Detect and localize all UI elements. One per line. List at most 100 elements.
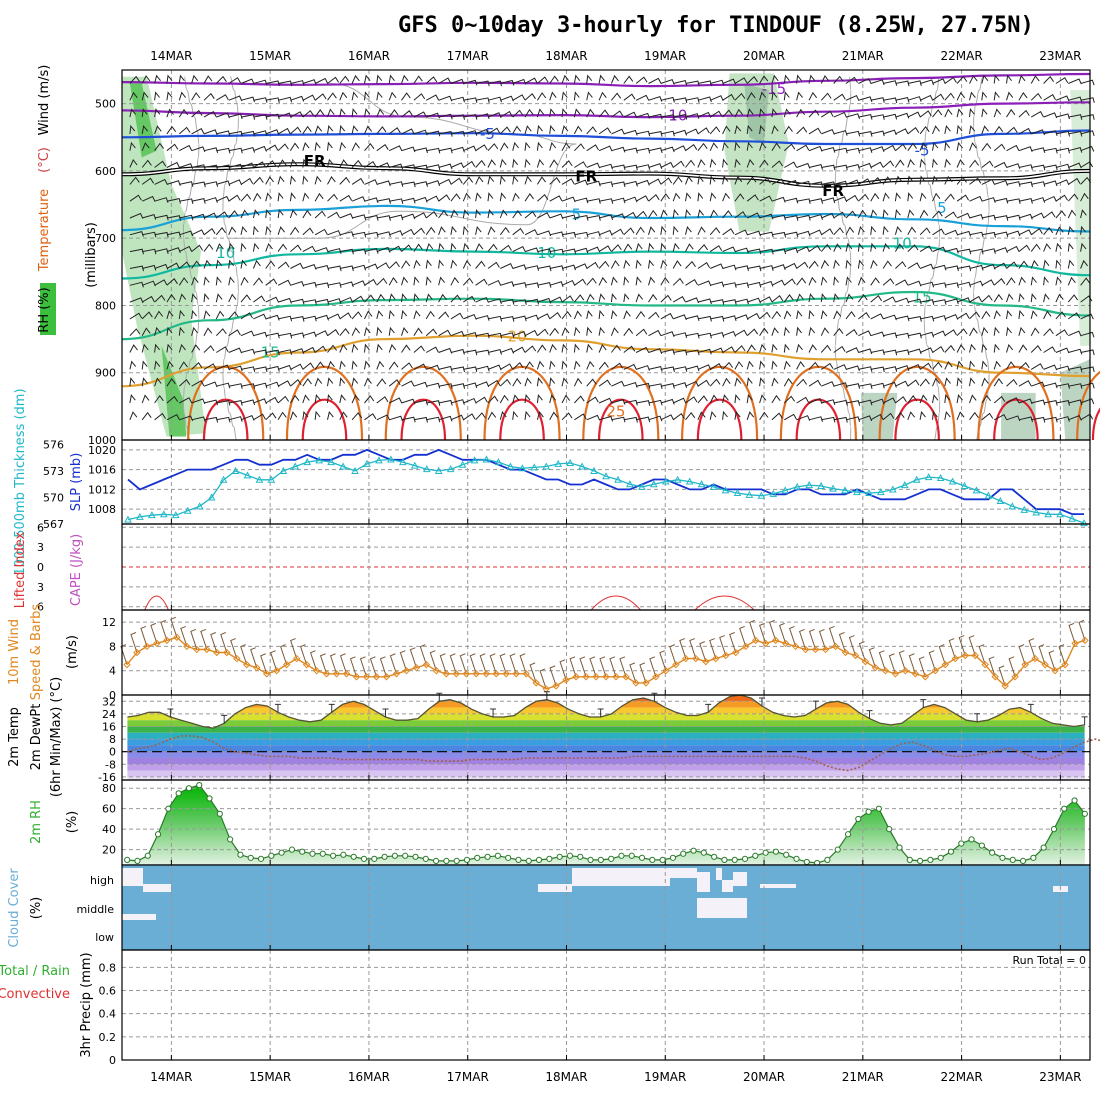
wind-barb	[536, 108, 545, 118]
wind-barb	[203, 416, 219, 423]
wind-barb	[1018, 92, 1028, 101]
rh-point	[628, 852, 635, 859]
surface-wind-barb	[918, 656, 926, 677]
wind-barb	[191, 362, 203, 370]
wind-barb	[894, 411, 905, 421]
wind-barb	[203, 399, 218, 406]
wind-barb	[1067, 193, 1079, 202]
wind-speed-point	[352, 673, 361, 681]
thickness-point	[1032, 508, 1041, 516]
wind-barb	[339, 176, 351, 185]
wind-barb	[845, 416, 861, 423]
wind-barb	[216, 180, 231, 187]
surface-wind-barb	[1038, 644, 1046, 665]
thickness-point	[1044, 510, 1053, 518]
wind-barb	[302, 315, 317, 322]
temperature-cell	[878, 366, 956, 441]
wind-barb	[932, 246, 946, 253]
wind-barb	[673, 97, 688, 104]
wind-barb	[129, 377, 136, 387]
wind-barb	[981, 178, 995, 185]
wind-speed-point	[322, 670, 331, 678]
wind-speed-point	[233, 654, 241, 663]
wind-barb	[944, 329, 957, 337]
wind-barb	[746, 141, 753, 151]
thickness-point	[518, 464, 527, 472]
wind-barb	[487, 279, 502, 286]
wind-barb	[549, 231, 564, 238]
wind-barb	[179, 397, 193, 404]
wind-barb	[166, 198, 181, 204]
wind-barb	[252, 259, 261, 269]
wind-barb	[660, 294, 672, 303]
wind-barb	[475, 243, 484, 252]
rh-point	[422, 855, 429, 862]
wind-barb	[895, 332, 910, 339]
surface-wind-barb	[389, 653, 397, 674]
thickness-point	[554, 459, 563, 467]
wind-barb	[586, 246, 601, 253]
wind-barb	[722, 361, 734, 370]
temperature-cell	[285, 366, 364, 441]
wind-barb	[537, 265, 552, 272]
temp-axis-label: 2m Temp	[7, 707, 22, 767]
rh-point	[886, 826, 893, 833]
y-tick-label: 500	[95, 98, 116, 111]
wind-barb	[364, 395, 375, 404]
wind-barb	[1055, 95, 1070, 102]
wind-barb	[610, 327, 619, 336]
wind-barb	[438, 329, 452, 337]
wind-barb	[314, 247, 329, 253]
wind-barb	[673, 314, 687, 321]
surface-wind-barb	[549, 665, 557, 687]
wind-barb	[413, 164, 428, 171]
wind-barb	[524, 141, 531, 151]
rh-point	[680, 850, 687, 857]
wind-barb	[759, 280, 774, 287]
wind-barb	[215, 293, 223, 303]
date-tick-label: 16MAR	[348, 1070, 390, 1084]
wind-barb	[265, 160, 277, 168]
thickness-point	[315, 456, 324, 464]
wind-barb	[364, 142, 375, 152]
wind-barb	[771, 394, 781, 404]
thickness-point	[398, 458, 407, 466]
wind-barb	[401, 344, 411, 353]
wind-barb	[611, 146, 626, 153]
wind-barb	[1055, 179, 1070, 186]
wind-barb	[1030, 227, 1043, 236]
wind-barb	[413, 345, 425, 353]
wind-barb	[783, 326, 790, 336]
wind-barb	[314, 330, 329, 337]
wind-barb	[759, 360, 766, 370]
wind-barb	[129, 411, 138, 420]
wind-barb	[956, 411, 965, 420]
thickness-point	[709, 482, 718, 490]
wind-barb	[784, 231, 799, 238]
wind-barb	[734, 193, 745, 202]
rh-area-low	[860, 392, 898, 440]
contour-label: 15	[913, 288, 932, 306]
wind-barb	[499, 126, 511, 135]
wind-barb	[524, 229, 538, 236]
wind-barb	[771, 264, 786, 270]
temperature-band	[127, 720, 1085, 727]
wind-barb	[796, 261, 809, 269]
wind-barb	[796, 230, 811, 237]
rh-axis-label: 2m RH	[29, 800, 44, 844]
wind-barb	[487, 112, 502, 119]
wind-barb	[808, 260, 819, 269]
wind-barb	[845, 383, 861, 389]
wind-speed-point	[632, 679, 640, 687]
wind-barb	[352, 248, 367, 255]
wind-barb	[746, 212, 761, 219]
wind-barb	[475, 208, 481, 219]
wind-speed-point	[991, 673, 999, 681]
wind-barb	[524, 125, 532, 135]
wind-barb	[771, 74, 779, 84]
wind-barb	[857, 294, 868, 303]
wind-barb	[648, 329, 662, 337]
wind-barb	[944, 344, 955, 353]
wind-barb	[759, 248, 774, 255]
